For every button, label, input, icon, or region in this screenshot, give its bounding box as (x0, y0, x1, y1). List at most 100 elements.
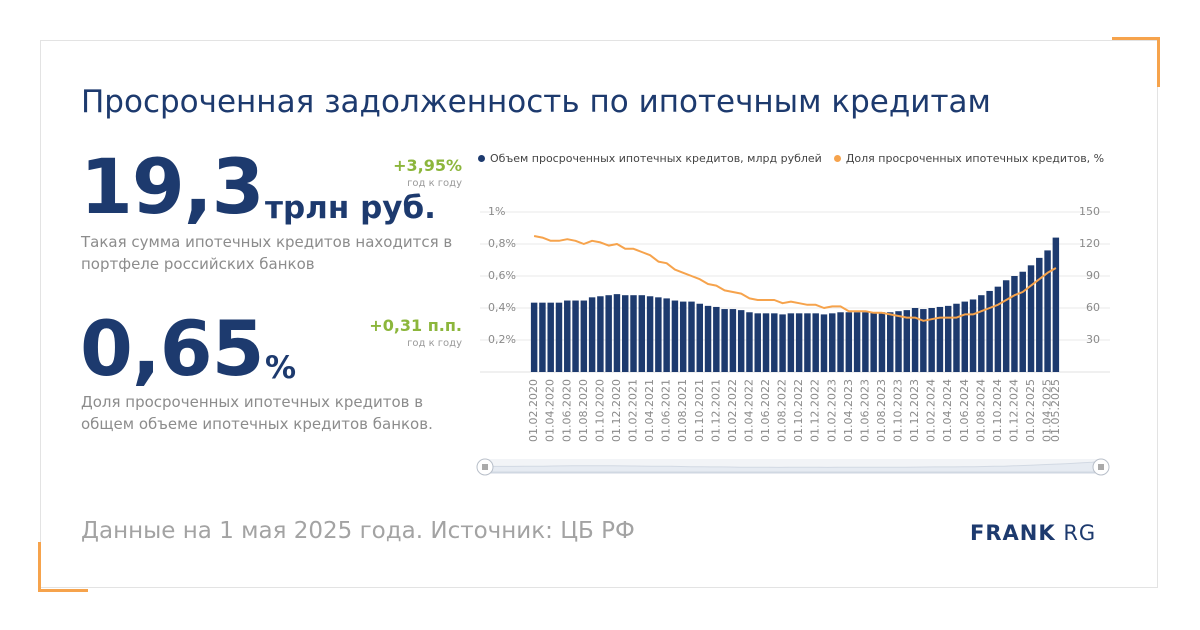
bar (928, 308, 935, 372)
kpi2-description: Доля просроченных ипотечных кредитов в о… (81, 393, 433, 433)
bar (1036, 257, 1043, 372)
y-left-tick-label: 0,6% (488, 269, 516, 282)
legend-bar-marker (478, 155, 485, 162)
bar (638, 295, 646, 372)
bar (887, 312, 894, 372)
kpi1-delta: +3,95% (393, 156, 462, 175)
x-tick-label: 01.10.2020 (593, 379, 606, 442)
corner-accent-bottom-left (38, 542, 88, 592)
bar (655, 297, 662, 372)
bar (820, 314, 828, 372)
bar (1019, 271, 1026, 372)
bar (779, 314, 786, 372)
bar (679, 301, 687, 372)
bar (878, 312, 886, 372)
legend-item-line[interactable]: Доля просроченных ипотечных кредитов, % (833, 152, 1105, 165)
bar (713, 306, 720, 372)
legend-item-bars[interactable]: Объем просроченных ипотечных кредитов, м… (478, 152, 822, 165)
bar (746, 312, 753, 372)
x-tick-label: 01.10.2023 (892, 379, 905, 442)
bar (969, 299, 977, 372)
x-tick-label: 01.02.2022 (726, 379, 739, 442)
y-right-tick-label: 120 (1079, 237, 1100, 250)
bar (547, 302, 554, 372)
x-tick-label: 01.04.2020 (544, 379, 557, 442)
x-tick-label: 01.02.2025 (1024, 379, 1037, 442)
chart-bars (530, 237, 1060, 372)
bar (795, 313, 803, 372)
x-tick-label: 01.06.2021 (660, 379, 673, 442)
chart-legend: Объем просроченных ипотечных кредитов, м… (478, 152, 1104, 165)
bar (1002, 280, 1010, 372)
bar (688, 301, 695, 372)
bar (580, 300, 588, 372)
x-tick-label: 01.06.2020 (560, 379, 573, 442)
legend-bar-label: Объем просроченных ипотечных кредитов, м… (490, 152, 822, 165)
brand-logo-light: RG (1063, 521, 1097, 545)
bar (862, 312, 869, 372)
kpi2-value: 0,65 (80, 304, 265, 393)
bar (605, 295, 612, 372)
bar (961, 301, 968, 372)
x-tick-label: 01.04.2022 (743, 379, 756, 442)
legend-line-label: Доля просроченных ипотечных кредитов, % (845, 152, 1105, 165)
x-tick-label: 01.06.2022 (759, 379, 772, 442)
bar (920, 309, 927, 372)
x-tick-label: 01.05.2025 (1049, 379, 1062, 442)
bar (646, 296, 654, 372)
x-tick-label: 01.04.2024 (941, 379, 954, 442)
bar (696, 303, 703, 372)
x-tick-label: 01.08.2024 (974, 379, 987, 442)
bar (812, 313, 819, 372)
chart-y-axis-labels: 0,2% 0,4% 0,6% 0,8% 1% 30 60 90 120 150 (488, 205, 1100, 346)
kpi2-unit: % (265, 350, 297, 386)
bar (903, 310, 911, 372)
bar (613, 294, 621, 372)
bar (771, 313, 778, 372)
x-tick-label: 01.02.2021 (627, 379, 640, 442)
bar (870, 312, 877, 372)
bar (622, 295, 629, 372)
bar (663, 298, 670, 372)
bar (936, 306, 944, 372)
range-navigator (476, 458, 1110, 476)
bar (597, 296, 604, 372)
bar (539, 302, 546, 372)
bar (671, 300, 679, 372)
x-tick-label: 01.04.2023 (842, 379, 855, 442)
bar (704, 305, 712, 372)
bar (1044, 250, 1051, 372)
bar (630, 295, 637, 372)
bar (754, 313, 761, 372)
chart-line (533, 235, 1057, 322)
y-left-tick-label: 0,4% (488, 301, 516, 314)
bar (721, 309, 728, 372)
x-tick-label: 01.10.2021 (693, 379, 706, 442)
bar (729, 309, 737, 372)
brand-logo: FRANK RG (970, 521, 1096, 545)
x-tick-label: 01.12.2021 (709, 379, 722, 442)
card-frame (40, 40, 1158, 588)
x-tick-label: 01.08.2020 (577, 379, 590, 442)
x-tick-label: 01.02.2020 (527, 379, 540, 442)
bar (1027, 265, 1035, 372)
x-tick-label: 01.12.2022 (809, 379, 822, 442)
y-left-tick-label: 1% (488, 205, 505, 218)
y-right-tick-label: 60 (1086, 301, 1100, 314)
x-tick-label: 01.02.2023 (825, 379, 838, 442)
kpi1-unit: трлн руб. (265, 190, 436, 226)
bar (530, 302, 538, 372)
x-tick-label: 01.06.2024 (958, 379, 971, 442)
bar (953, 303, 960, 372)
bar (1052, 237, 1060, 372)
bar (555, 302, 563, 372)
bar (853, 312, 861, 372)
y-left-tick-label: 0,8% (488, 237, 516, 250)
bar (737, 310, 745, 372)
x-tick-label: 01.06.2023 (858, 379, 871, 442)
kpi2-delta-sub: год к году (407, 338, 462, 349)
x-tick-label: 01.04.2025 (1041, 379, 1054, 442)
x-tick-label: 01.08.2021 (676, 379, 689, 442)
x-tick-label: 01.08.2022 (776, 379, 789, 442)
